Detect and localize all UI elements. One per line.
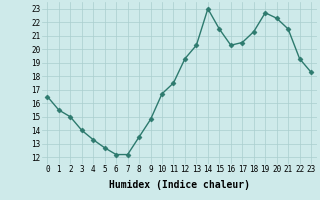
X-axis label: Humidex (Indice chaleur): Humidex (Indice chaleur): [109, 180, 250, 190]
